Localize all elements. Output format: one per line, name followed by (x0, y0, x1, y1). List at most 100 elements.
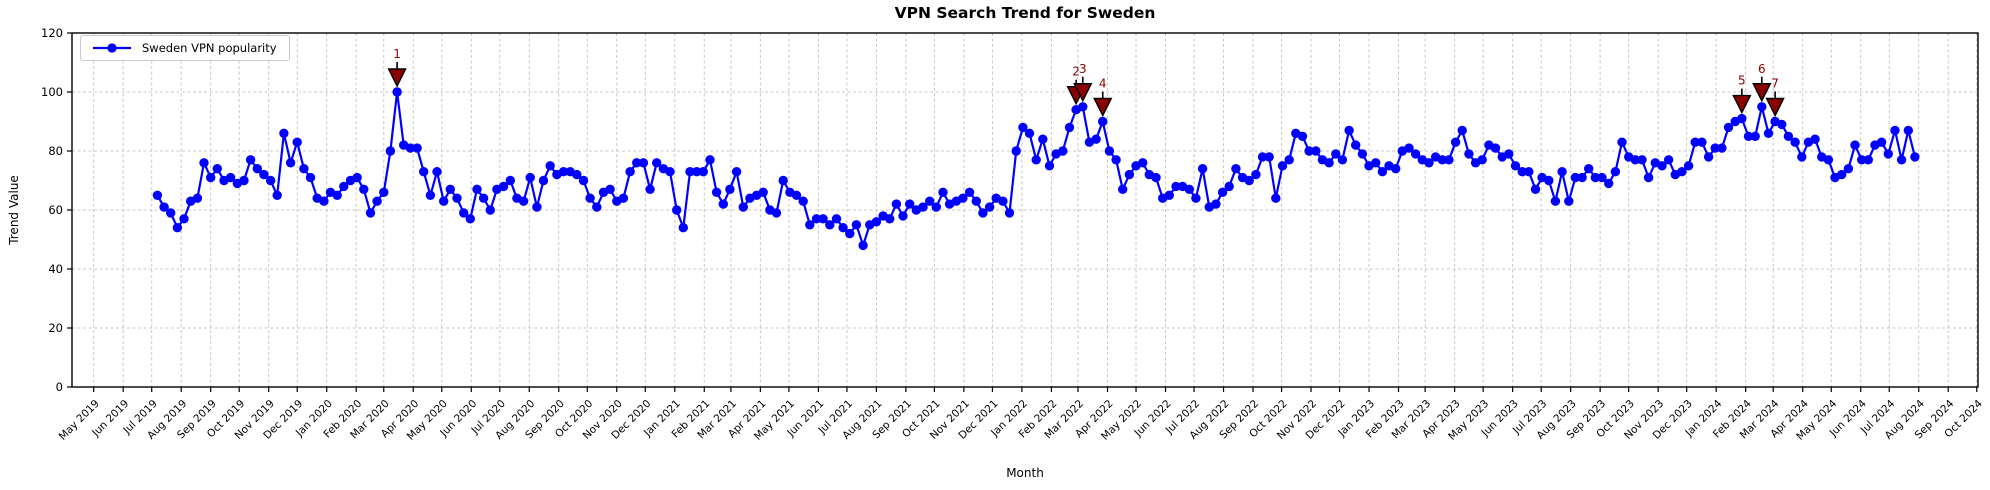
data-point (672, 205, 682, 215)
data-point (1018, 122, 1028, 133)
data-point (705, 155, 715, 165)
data-point (1683, 161, 1694, 171)
data-point (998, 196, 1008, 206)
data-point (652, 158, 662, 168)
legend-box: Sweden VPN popularity (80, 35, 290, 61)
data-point (1490, 143, 1501, 153)
data-point (339, 181, 349, 192)
data-point (265, 175, 276, 186)
data-point (1038, 134, 1048, 144)
data-point (1331, 149, 1341, 159)
data-point (1224, 181, 1234, 192)
data-point (439, 196, 449, 206)
data-point (1344, 125, 1354, 136)
data-point (1044, 161, 1055, 171)
data-point (1763, 128, 1774, 138)
data-point (1151, 172, 1161, 183)
data-point (1890, 125, 1900, 136)
data-point (725, 184, 735, 194)
data-point (365, 208, 376, 218)
data-point (1843, 164, 1854, 174)
data-point (778, 175, 788, 186)
data-point (771, 208, 782, 218)
y-tick-label: 0 (56, 380, 63, 394)
annotation-arrow (1093, 97, 1113, 118)
data-point (1797, 152, 1807, 162)
data-point (1564, 196, 1574, 206)
data-point (1211, 199, 1221, 209)
data-point (432, 167, 442, 177)
data-point (925, 196, 935, 206)
data-point (525, 172, 535, 183)
data-point (632, 158, 642, 168)
annotation-label: 2 (1072, 65, 1080, 79)
annotation-label: 1 (393, 47, 401, 61)
data-point (1104, 146, 1115, 156)
data-point (1058, 146, 1068, 156)
data-point (1477, 155, 1487, 165)
data-point (558, 167, 569, 177)
data-point (1717, 143, 1727, 153)
data-point (618, 193, 629, 203)
data-point (172, 223, 183, 233)
data-point (1510, 161, 1521, 171)
data-point (405, 143, 416, 153)
data-point (1757, 102, 1767, 112)
data-point (1377, 167, 1388, 177)
data-point (698, 167, 708, 177)
data-point (1257, 152, 1268, 162)
data-point (1857, 155, 1867, 165)
data-point (485, 205, 495, 215)
data-point (645, 184, 655, 194)
data-point (825, 220, 835, 230)
data-point (625, 167, 635, 177)
data-point (791, 190, 802, 200)
data-point (1371, 158, 1381, 168)
data-point (1197, 164, 1208, 174)
data-point (811, 214, 822, 224)
data-point (1544, 175, 1554, 186)
data-point (1657, 161, 1667, 171)
data-point (319, 196, 329, 206)
data-point (1517, 167, 1527, 177)
data-point (1357, 149, 1368, 159)
data-point (1663, 155, 1674, 165)
x-axis-title: Month (1006, 466, 1044, 480)
data-point (1710, 143, 1720, 153)
data-point (1311, 146, 1321, 156)
data-point (1410, 149, 1421, 159)
data-point (1530, 184, 1541, 194)
data-point (1184, 184, 1195, 194)
data-point (1217, 187, 1228, 197)
data-point (718, 199, 728, 209)
data-point (885, 214, 895, 224)
data-point (1810, 134, 1820, 144)
data-point (1464, 149, 1474, 159)
data-point (279, 128, 289, 138)
data-point (419, 167, 429, 177)
annotation-arrow (1765, 97, 1785, 118)
data-point (1837, 169, 1847, 180)
data-point (212, 164, 222, 174)
data-point (838, 223, 848, 233)
data-point (685, 167, 695, 177)
data-point (1004, 208, 1015, 218)
data-point (292, 137, 302, 147)
data-point (179, 214, 189, 224)
data-point (285, 158, 296, 168)
data-point (1584, 164, 1594, 174)
data-point (1743, 131, 1754, 141)
data-point (1643, 172, 1654, 183)
data-point (1850, 140, 1860, 150)
data-point (1124, 169, 1135, 180)
data-point (1171, 181, 1181, 192)
data-point (166, 208, 176, 218)
data-point (818, 214, 828, 224)
data-point (1404, 143, 1414, 153)
annotation-arrow (1752, 83, 1772, 103)
data-point (1098, 116, 1108, 127)
data-point (1297, 131, 1308, 141)
data-point (738, 202, 748, 212)
data-point (1876, 137, 1887, 147)
annotation-label: 3 (1079, 62, 1087, 76)
